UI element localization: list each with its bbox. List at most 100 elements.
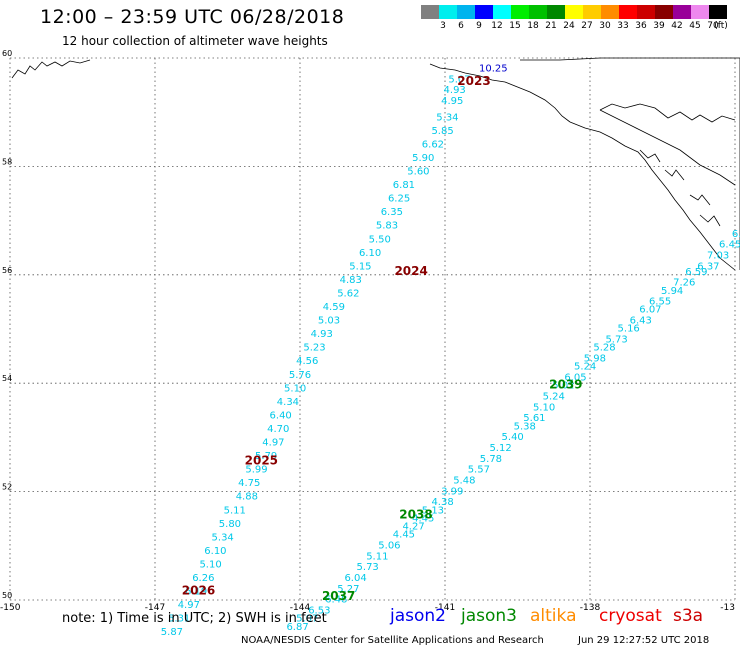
legend-swatch — [619, 5, 637, 19]
wave-height-value: 5.34 — [436, 112, 458, 123]
legend-label: 36 — [635, 21, 647, 31]
legend-swatch — [565, 5, 583, 19]
wave-height-value: 5.07 — [448, 74, 470, 85]
legend-swatch — [511, 5, 529, 19]
wave-height-value: 6.37 — [697, 261, 719, 272]
wave-height-value: 4.83 — [340, 275, 362, 286]
wave-height-value: 6.43 — [630, 316, 652, 327]
wave-height-value: 5.27 — [337, 584, 359, 595]
wave-height-value: 7.26 — [673, 278, 695, 289]
page-subtitle: 12 hour collection of altimeter wave hei… — [62, 34, 328, 48]
wave-height-value: 5.11 — [366, 551, 388, 562]
legend-swatch — [547, 5, 565, 19]
wave-height-value: 5.10 — [199, 559, 221, 570]
satellite-cryosat: cryosat — [599, 606, 662, 626]
coastline — [11, 57, 740, 271]
lat-label: 54 — [2, 374, 12, 383]
alaska-panhandle-coast — [569, 121, 736, 271]
lon-label: -138 — [580, 603, 601, 613]
wave-height-value: 5.79 — [255, 451, 277, 462]
wave-height-value: 5.98 — [584, 354, 606, 365]
lat-label: 50 — [2, 591, 12, 600]
wave-height-value: 4.93 — [311, 329, 333, 340]
legend-label: 9 — [476, 21, 482, 31]
pass-number: 2038 — [399, 508, 432, 522]
wave-height-value: 5.90 — [412, 153, 434, 164]
legend-swatch — [475, 5, 493, 19]
wave-height-value: 3.99 — [441, 486, 463, 497]
generated-timestamp: Jun 29 12:27:52 UTC 2018 — [578, 635, 710, 646]
wave-height-value: 4.93 — [444, 85, 466, 96]
legend-swatch — [637, 5, 655, 19]
wave-height-value: 5.73 — [605, 335, 627, 346]
wave-height-value: 5.99 — [245, 465, 267, 476]
legend-label: 18 — [527, 21, 539, 31]
legend-swatch — [457, 5, 475, 19]
wave-height-value: 7.03 — [707, 251, 729, 262]
wave-height-value: 5.24 — [574, 362, 596, 373]
wave-height-value: 5.85 — [431, 126, 453, 137]
wave-height-value: 5.87 — [161, 627, 183, 638]
legend-label: 33 — [617, 21, 629, 31]
wave-height-value: 5.11 — [224, 505, 246, 516]
wave-height-value: 4.45 — [412, 513, 434, 524]
legend-label: 21 — [545, 21, 557, 31]
legend-label: 3 — [440, 21, 446, 31]
pass-number: 2023 — [457, 74, 490, 88]
island-outlines — [599, 103, 736, 227]
wave-height-value: 5.15 — [349, 261, 371, 272]
wave-height-value: 6.45 — [719, 240, 740, 251]
legend-swatch — [439, 5, 457, 19]
wave-height-value: 6.81 — [393, 180, 415, 191]
lat-label: 56 — [2, 266, 12, 275]
wave-height-value: 4.45 — [393, 530, 415, 541]
wave-height-value: 5.76 — [289, 370, 311, 381]
legend-label: 6 — [458, 21, 464, 31]
footer-note: note: 1) Time is in UTC; 2) SWH is in fe… — [62, 611, 327, 626]
altimeter-tracks: 10.255.074.934.955.345.856.625.905.606.8… — [161, 64, 740, 639]
wave-height-value: 4.34 — [277, 397, 299, 408]
legend-label: 70 — [707, 21, 719, 31]
wave-height-value: 5.94 — [661, 286, 683, 297]
mainland-outline — [520, 57, 740, 270]
wave-height-value: 6.19 — [185, 587, 207, 598]
wave-height-value: 4.38 — [431, 497, 453, 508]
wave-height-value: 4.97 — [262, 438, 284, 449]
legend-label: 45 — [689, 21, 701, 31]
wave-height-value: 5.38 — [514, 421, 536, 432]
wave-height-value: 5.40 — [502, 432, 524, 443]
satellite-jason2: jason2 — [390, 606, 446, 626]
alaska-coast-north — [11, 59, 571, 123]
legend-label: 39 — [653, 21, 665, 31]
wave-height-value: 4.88 — [236, 492, 258, 503]
legend-label: 30 — [599, 21, 611, 31]
wave-height-value: 5.10 — [533, 402, 555, 413]
lon-label: -150 — [0, 603, 21, 613]
legend-swatch — [493, 5, 511, 19]
wave-height-value: 6.1 — [732, 229, 740, 240]
wave-height-value: 5.60 — [407, 167, 429, 178]
legend-swatch — [709, 5, 727, 19]
wave-height-value: 6.59 — [685, 267, 707, 278]
wave-height-value: 5.16 — [618, 324, 640, 335]
lat-label: 52 — [2, 483, 12, 492]
wave-height-value: 5.23 — [303, 343, 325, 354]
legend-label: 12 — [491, 21, 503, 31]
wave-height-value: 5.10 — [284, 383, 306, 394]
legend-swatch — [691, 5, 709, 19]
wave-height-value: 5.31 — [168, 614, 190, 625]
legend-label: 27 — [581, 21, 593, 31]
legend-label: 15 — [509, 21, 521, 31]
legend-swatch — [601, 5, 619, 19]
wave-height-value: 6.35 — [381, 207, 403, 218]
wave-height-value: 5.73 — [357, 562, 379, 573]
wave-height-value: 6.26 — [192, 573, 214, 584]
credit-line: NOAA/NESDIS Center for Satellite Applica… — [241, 635, 544, 646]
legend-swatch — [673, 5, 691, 19]
lon-label: -147 — [145, 603, 165, 613]
pass-number: 2039 — [549, 378, 582, 392]
color-legend — [421, 5, 727, 19]
axis-labels: 60 58 56 54 52 50 -150 -147 -144 -141 -138 -13 — [0, 49, 735, 613]
wave-height-value: 5.50 — [369, 234, 391, 245]
